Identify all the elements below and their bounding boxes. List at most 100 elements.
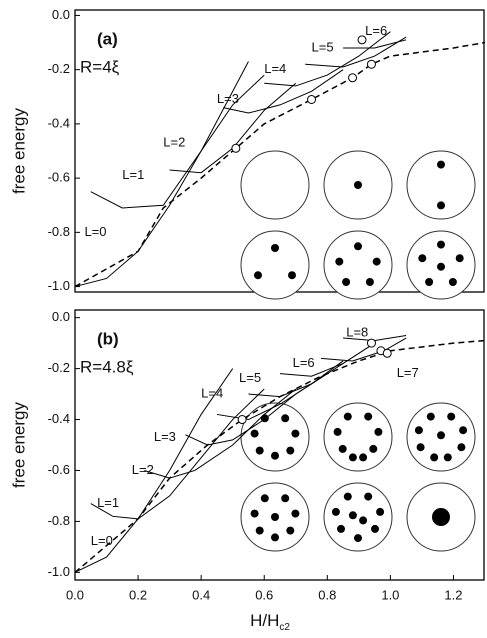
y-axis-label: free energy [9, 108, 28, 194]
vortex [418, 254, 427, 263]
vortex [455, 254, 464, 263]
vortex [254, 271, 262, 280]
y-tick-label: -0.6 [48, 462, 70, 477]
vortex [426, 412, 435, 421]
vortex [333, 427, 342, 436]
vortex [335, 257, 344, 266]
vortex [369, 444, 378, 453]
vortex [359, 516, 368, 525]
energy-curve [305, 36, 407, 68]
vortex [286, 446, 295, 455]
curve-label: L=5 [312, 39, 334, 54]
y-tick-label: -1.0 [48, 564, 70, 579]
inset-disk [240, 150, 310, 220]
x-tick-label: 1.2 [444, 587, 462, 602]
y-tick-label: -0.8 [48, 513, 70, 528]
energy-curve [74, 368, 234, 573]
radius-label: R=4ξ [80, 57, 120, 76]
y-tick-label: -0.4 [48, 411, 70, 426]
curve-label: L=3 [217, 91, 239, 106]
transition-point [231, 143, 241, 153]
curve-label: L=3 [154, 429, 176, 444]
vortex [448, 278, 457, 286]
vortex [364, 492, 373, 501]
vortex [354, 181, 362, 189]
vortex [447, 412, 456, 421]
energy-curve [223, 69, 344, 114]
inset-disk [240, 230, 310, 300]
curve-label: L=0 [84, 224, 106, 239]
vortex [271, 513, 279, 521]
vortex [354, 242, 362, 251]
energy-curve [216, 360, 344, 421]
transition-point [237, 415, 247, 425]
curve-label: L=1 [122, 167, 144, 182]
inset-disk [240, 402, 310, 472]
vortex [288, 271, 296, 280]
vortex [459, 426, 468, 435]
transition-point [357, 35, 367, 45]
curve-label: L=6 [365, 23, 387, 38]
curve-label: L=1 [97, 495, 119, 510]
y-tick-label: 0.0 [52, 309, 70, 324]
vortex [437, 431, 445, 440]
energy-curve [144, 388, 297, 479]
y-tick-label: -0.6 [48, 170, 70, 185]
vortex [250, 509, 259, 518]
vortex [343, 412, 352, 421]
energy-curve [279, 342, 375, 377]
vortex [291, 509, 300, 518]
curve-label: L=5 [239, 370, 261, 385]
vortex [255, 446, 264, 455]
vortex [271, 244, 279, 252]
transition-point [366, 59, 376, 69]
vortex [291, 429, 300, 438]
vortex [343, 492, 352, 501]
vortex [443, 453, 452, 462]
y-axis-label: free energy [9, 402, 28, 488]
curve-label: L=6 [293, 355, 315, 370]
inset-disk [323, 230, 393, 300]
x-tick-label: 0.2 [129, 587, 147, 602]
vortex [372, 257, 381, 266]
vortex [337, 524, 345, 533]
vortex [348, 453, 357, 462]
vortex [250, 429, 259, 438]
vortex [437, 262, 445, 271]
curve-label: L=0 [91, 533, 113, 548]
vortex [416, 443, 425, 452]
curve-label: L=4 [264, 61, 286, 76]
vortex [271, 533, 279, 542]
inset-disk [406, 150, 476, 220]
giant-vortex [432, 508, 450, 526]
x-tick-label: 1.0 [381, 587, 399, 602]
y-tick-label: -1.0 [48, 278, 70, 293]
x-axis-label: H/Hc2 [250, 611, 290, 632]
vortex [376, 507, 385, 516]
y-tick-label: -0.2 [48, 360, 70, 375]
energy-curve [74, 61, 249, 288]
energy-curve [343, 39, 407, 49]
vortex [354, 534, 362, 543]
transition-point [366, 338, 376, 348]
x-axis-label-main: H/H [250, 611, 279, 630]
vortex [271, 451, 279, 460]
vortex [331, 507, 340, 516]
vortex [286, 526, 295, 535]
inset-disk [323, 402, 393, 472]
curve-label: L=2 [132, 462, 154, 477]
vortex [437, 201, 445, 210]
plot-frame [74, 309, 485, 581]
transition-point [348, 73, 358, 83]
vortex [281, 414, 290, 423]
x-tick-label: 0.8 [318, 587, 336, 602]
vortex [338, 444, 347, 453]
curve-label: L=4 [201, 385, 223, 400]
vortex [348, 511, 357, 520]
equilibrium-curve [74, 339, 486, 573]
vortex [365, 278, 374, 286]
vortex [364, 412, 373, 421]
x-tick-label: 0.6 [255, 587, 273, 602]
panel-label: (a) [97, 29, 118, 48]
